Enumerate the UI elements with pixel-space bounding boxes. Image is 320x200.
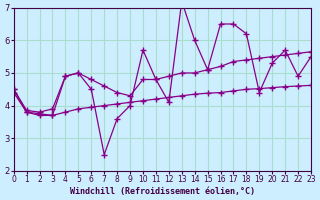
X-axis label: Windchill (Refroidissement éolien,°C): Windchill (Refroidissement éolien,°C) [70,187,255,196]
